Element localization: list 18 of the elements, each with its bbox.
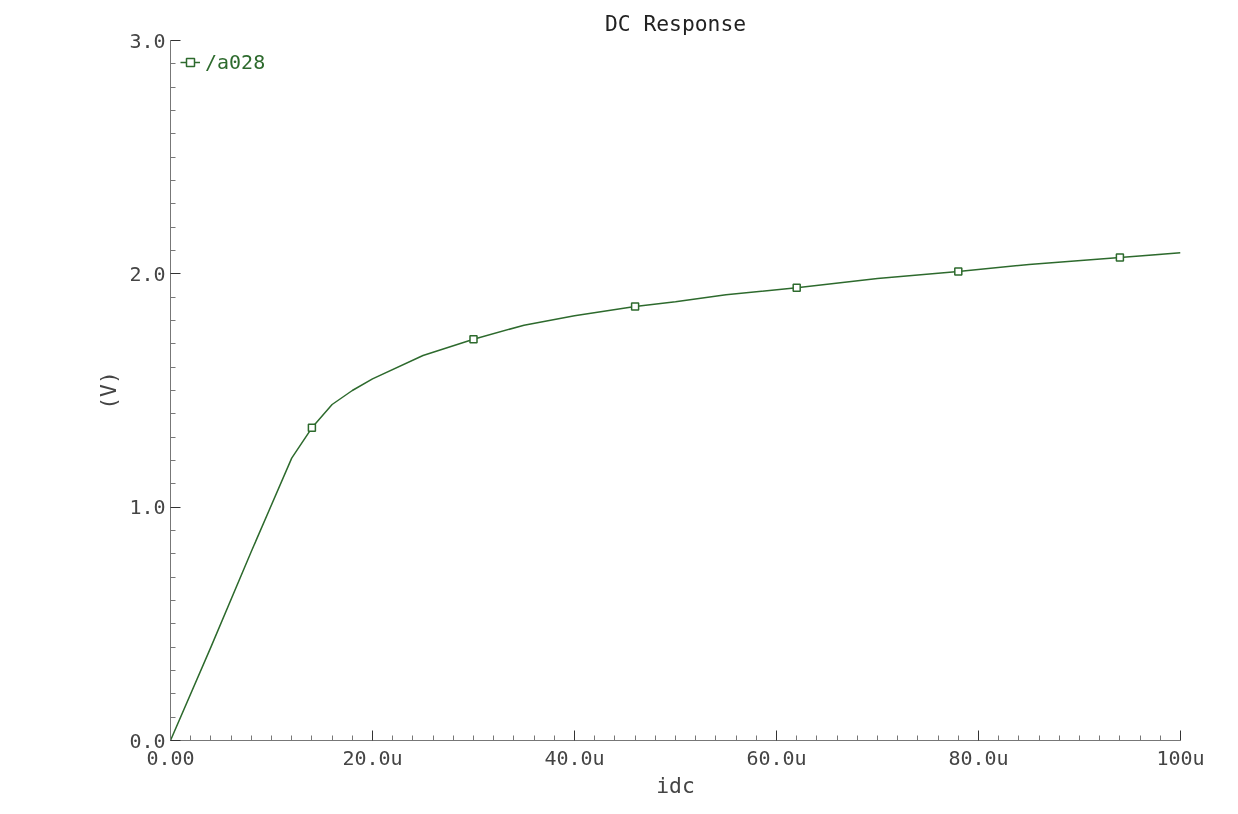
point: [1115, 253, 1125, 262]
y-tick-label: 2.0: [129, 261, 166, 286]
x-tick-label: 100u: [1156, 745, 1205, 770]
point: [792, 283, 801, 293]
x-axis-title: idc: [656, 772, 695, 798]
y-tick-label: 1.0: [129, 495, 166, 520]
point: [469, 334, 478, 344]
y-tick-label: 3.0: [129, 28, 166, 53]
x-tick-label: 80.0u: [948, 745, 1009, 770]
point: [630, 302, 640, 311]
x-tick-label: 60.0u: [746, 745, 807, 770]
chart-title: DC Response: [604, 10, 747, 36]
x-tick-label: 40.0u: [544, 745, 605, 770]
point: [307, 423, 317, 433]
y-axis-title: (V): [96, 371, 122, 410]
point: [954, 267, 963, 276]
legend-label: /a028: [205, 50, 266, 74]
x-tick-label: 20.0u: [342, 745, 403, 770]
